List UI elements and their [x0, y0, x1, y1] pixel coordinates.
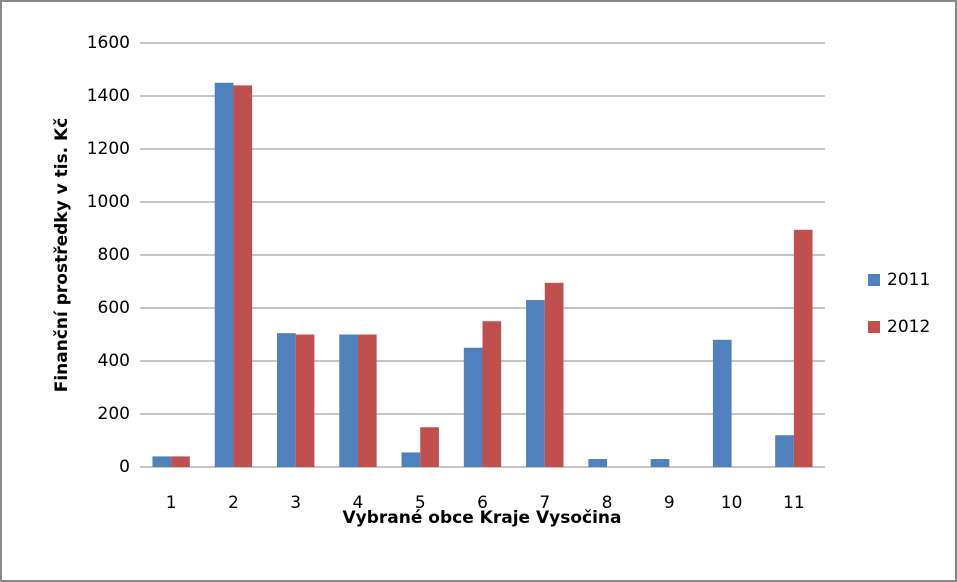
bar: [152, 456, 172, 467]
x-tick-label: 3: [290, 493, 301, 513]
bar: [401, 452, 421, 467]
bar: [171, 456, 190, 467]
legend-swatch: [868, 274, 880, 286]
bar: [775, 435, 794, 467]
x-tick-label: 11: [783, 493, 805, 513]
bar: [463, 347, 483, 467]
bar: [544, 282, 564, 467]
y-tick-label: 1400: [87, 86, 130, 106]
y-tick-label: 1000: [87, 192, 130, 212]
y-tick-label: 1600: [87, 33, 130, 53]
y-tick-label: 600: [98, 298, 130, 318]
legend-swatch: [868, 321, 880, 333]
bar: [526, 300, 545, 467]
bar: [214, 82, 234, 467]
bar: [357, 334, 377, 467]
y-tick-label: 400: [98, 351, 130, 371]
bar: [277, 333, 296, 467]
bar: [482, 321, 502, 467]
x-axis-label: Vybrané obce Kraje Vysočina: [342, 508, 621, 528]
bar: [650, 459, 670, 467]
x-tick-label: 1: [166, 493, 177, 513]
y-axis-label: Finanční prostředky v tis. Kč: [52, 118, 72, 393]
x-tick-label: 6: [477, 493, 488, 513]
x-tick-label: 8: [602, 493, 613, 513]
bar: [588, 459, 608, 467]
bar: [339, 334, 358, 467]
x-tick-label: 4: [353, 493, 364, 513]
y-tick-label: 0: [119, 457, 130, 477]
bar: [295, 334, 315, 467]
bar: [420, 427, 439, 467]
x-tick-label: 2: [228, 493, 239, 513]
x-tick-label: 10: [721, 493, 743, 513]
x-tick-label: 9: [664, 493, 675, 513]
y-tick-label: 800: [98, 245, 130, 265]
bar: [793, 229, 813, 467]
legend-label: 2011: [887, 270, 930, 290]
x-tick-label: 5: [415, 493, 426, 513]
y-tick-label: 1200: [87, 139, 130, 159]
legend-label: 2012: [887, 317, 930, 337]
bar: [712, 339, 732, 467]
bar: [233, 85, 253, 468]
x-tick-label: 7: [539, 493, 550, 513]
y-tick-label: 200: [98, 404, 130, 424]
